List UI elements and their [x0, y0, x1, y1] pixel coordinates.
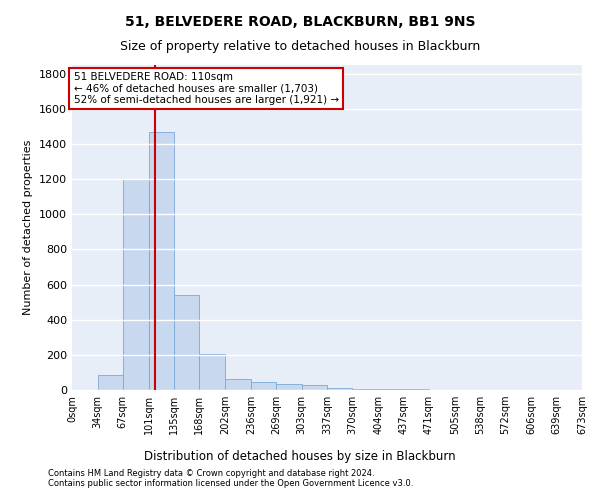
Text: Size of property relative to detached houses in Blackburn: Size of property relative to detached ho… — [120, 40, 480, 53]
Bar — [276, 384, 302, 390]
Bar — [199, 354, 225, 390]
Bar — [251, 382, 276, 390]
Bar — [98, 374, 123, 390]
Bar — [352, 388, 378, 390]
Bar — [225, 378, 251, 390]
Bar — [123, 179, 149, 390]
Text: 51, BELVEDERE ROAD, BLACKBURN, BB1 9NS: 51, BELVEDERE ROAD, BLACKBURN, BB1 9NS — [125, 15, 475, 29]
Bar — [378, 389, 403, 390]
Text: 51 BELVEDERE ROAD: 110sqm
← 46% of detached houses are smaller (1,703)
52% of se: 51 BELVEDERE ROAD: 110sqm ← 46% of detac… — [74, 72, 338, 105]
Text: Contains HM Land Registry data © Crown copyright and database right 2024.: Contains HM Land Registry data © Crown c… — [48, 468, 374, 477]
Text: Distribution of detached houses by size in Blackburn: Distribution of detached houses by size … — [144, 450, 456, 463]
Bar — [175, 295, 199, 390]
Text: Contains public sector information licensed under the Open Government Licence v3: Contains public sector information licen… — [48, 478, 413, 488]
Bar — [302, 385, 328, 390]
Y-axis label: Number of detached properties: Number of detached properties — [23, 140, 34, 315]
Bar — [328, 388, 352, 390]
Bar — [149, 132, 175, 390]
